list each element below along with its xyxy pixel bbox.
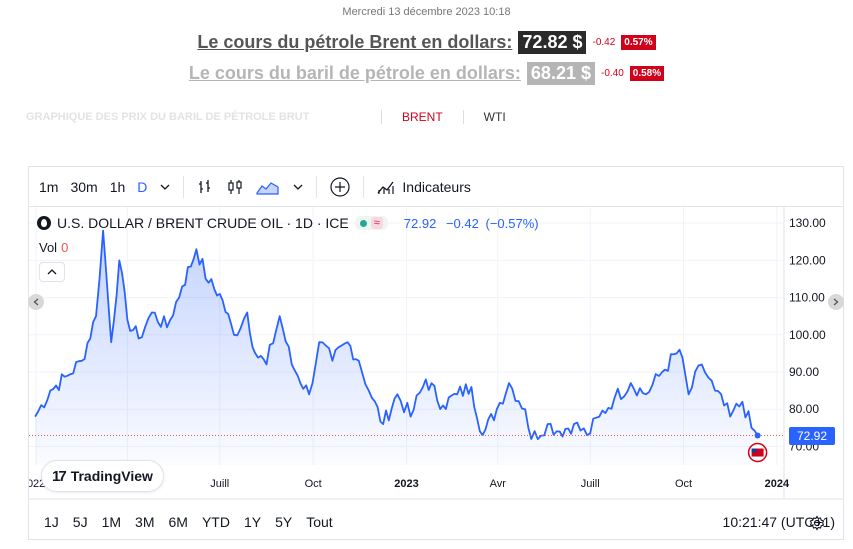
volume-value: 0 bbox=[61, 240, 69, 255]
tradingview-logo-text: TradingView bbox=[70, 468, 153, 484]
range-1j[interactable]: 1J bbox=[44, 514, 59, 530]
y-tick-label: 130.00 bbox=[789, 216, 826, 230]
tab-divider bbox=[462, 110, 464, 124]
range-bar: 1J 5J 1M 3M 6M YTD 1Y 5Y Tout 10:21:47 (… bbox=[29, 507, 843, 537]
chart-tabs: GRAPHIQUE DES PRIX DU BARIL DE PÉTROLE B… bbox=[26, 104, 844, 130]
market-open-icon bbox=[359, 219, 367, 227]
collapse-legend-button[interactable] bbox=[39, 262, 65, 282]
add-compare-icon[interactable] bbox=[323, 176, 357, 198]
price-chart[interactable]: 70.0080.0090.00100.00110.00120.00130.000… bbox=[29, 207, 843, 537]
date-label: Mercredi 13 décembre 2023 10:18 bbox=[342, 6, 511, 18]
range-5y[interactable]: 5Y bbox=[275, 514, 293, 530]
y-tick-label: 120.00 bbox=[789, 253, 826, 267]
chart-clock[interactable]: 10:21:47 (UTC+1) bbox=[722, 514, 835, 530]
range-3m[interactable]: 3M bbox=[135, 514, 155, 530]
y-tick-label: 110.00 bbox=[789, 291, 825, 305]
scroll-left-button[interactable] bbox=[28, 294, 44, 310]
range-1m[interactable]: 1M bbox=[101, 514, 122, 530]
tradingview-widget: 1m 30m 1h D bbox=[28, 166, 844, 540]
wti-price-row: Le cours du baril de pétrole en dollars:… bbox=[0, 62, 853, 85]
toolbar-divider bbox=[316, 175, 318, 198]
symbol-label[interactable]: U.S. DOLLAR / BRENT CRUDE OIL · 1D · ICE bbox=[57, 215, 349, 231]
last-point-marker bbox=[754, 432, 761, 439]
brent-price-row: Le cours du pétrole Brent en dollars: 72… bbox=[0, 31, 853, 54]
bar-chart-icon[interactable] bbox=[190, 178, 220, 196]
area-chart-icon[interactable] bbox=[250, 178, 286, 196]
legend-values: 72.92 −0.42 (−0.57%) bbox=[404, 216, 539, 231]
x-tick-label: 2023 bbox=[394, 478, 418, 490]
legend-last: 72.92 bbox=[403, 215, 437, 231]
gear-icon[interactable] bbox=[809, 515, 825, 536]
price-line bbox=[34, 229, 759, 440]
indicators-button[interactable]: Indicateurs bbox=[370, 178, 476, 196]
tab-wti[interactable]: WTI bbox=[483, 110, 506, 124]
interval-d[interactable]: D bbox=[137, 178, 148, 195]
range-1y[interactable]: 1Y bbox=[243, 514, 262, 530]
chart-legend: U.S. DOLLAR / BRENT CRUDE OIL · 1D · ICE… bbox=[37, 215, 539, 231]
candlestick-icon[interactable] bbox=[220, 178, 250, 196]
range-5j[interactable]: 5J bbox=[72, 514, 88, 530]
y-tick-label: 100.00 bbox=[789, 328, 826, 342]
tab-brent[interactable]: BRENT bbox=[402, 110, 443, 124]
x-tick-label: Juill bbox=[210, 478, 229, 490]
interval-30m[interactable]: 30m bbox=[70, 178, 98, 195]
tradingview-logo[interactable]: 17 TradingView bbox=[41, 460, 164, 492]
flag-stripes-icon bbox=[751, 448, 764, 457]
legend-change: −0.42 bbox=[445, 215, 479, 231]
flag-canton-icon bbox=[751, 448, 757, 453]
brent-title-link[interactable]: Le cours du pétrole Brent en dollars: bbox=[197, 32, 513, 52]
chevron-down-icon[interactable] bbox=[153, 181, 177, 193]
delayed-data-icon: ≈ bbox=[370, 217, 383, 229]
x-tick-label: Avr bbox=[490, 478, 507, 490]
brent-percent-badge: 0.57% bbox=[621, 35, 656, 50]
chevron-down-icon[interactable] bbox=[286, 181, 310, 193]
brent-price: 72.82 $ bbox=[518, 31, 587, 54]
x-tick-label: Oct bbox=[305, 478, 322, 490]
market-status-pill[interactable]: ≈ bbox=[354, 216, 388, 230]
oil-drop-icon bbox=[37, 216, 51, 230]
chevron-left-icon bbox=[33, 298, 39, 306]
chevron-right-icon bbox=[833, 298, 839, 306]
range-ytd[interactable]: YTD bbox=[201, 514, 230, 530]
range-all[interactable]: Tout bbox=[306, 514, 333, 530]
tradingview-mark-icon: 17 bbox=[52, 467, 67, 485]
chart-area[interactable]: 70.00 80.00 90.00 100.00 110.00 120.00 130.00 0… bbox=[28, 207, 844, 531]
wti-change: -0.40 bbox=[600, 68, 624, 79]
y-tick-label: 90.00 bbox=[789, 365, 819, 379]
range-6m[interactable]: 6M bbox=[168, 514, 188, 530]
scroll-right-button[interactable] bbox=[828, 294, 844, 310]
volume-legend: Vol 0 bbox=[39, 240, 68, 255]
chevron-up-icon bbox=[47, 269, 57, 275]
chart-section-title: GRAPHIQUE DES PRIX DU BARIL DE PÉTROLE B… bbox=[26, 111, 310, 123]
indicators-icon bbox=[376, 178, 396, 196]
interval-1m[interactable]: 1m bbox=[39, 178, 59, 195]
volume-label: Vol bbox=[39, 240, 58, 255]
x-tick-label: 2024 bbox=[765, 478, 790, 490]
x-tick-label: Juill bbox=[581, 478, 600, 490]
toolbar-divider bbox=[183, 175, 185, 198]
legend-change-pct: (−0.57%) bbox=[485, 215, 539, 231]
current-price-tag: 72.92 bbox=[789, 426, 835, 445]
interval-1h[interactable]: 1h bbox=[109, 178, 126, 195]
x-tick-label: Oct bbox=[675, 478, 692, 490]
y-tick-label: 80.00 bbox=[789, 402, 819, 416]
tab-divider bbox=[381, 110, 382, 124]
wti-title-link[interactable]: Le cours du baril de pétrole en dollars: bbox=[188, 63, 521, 83]
toolbar-divider bbox=[363, 175, 365, 198]
wti-percent-badge: 0.58% bbox=[629, 66, 665, 81]
price-area-fill bbox=[35, 230, 758, 465]
wti-price: 68.21 $ bbox=[526, 62, 595, 85]
brent-change: -0.42 bbox=[592, 37, 616, 48]
indicators-label: Indicateurs bbox=[402, 178, 471, 195]
chart-toolbar: 1m 30m 1h D bbox=[29, 167, 843, 207]
